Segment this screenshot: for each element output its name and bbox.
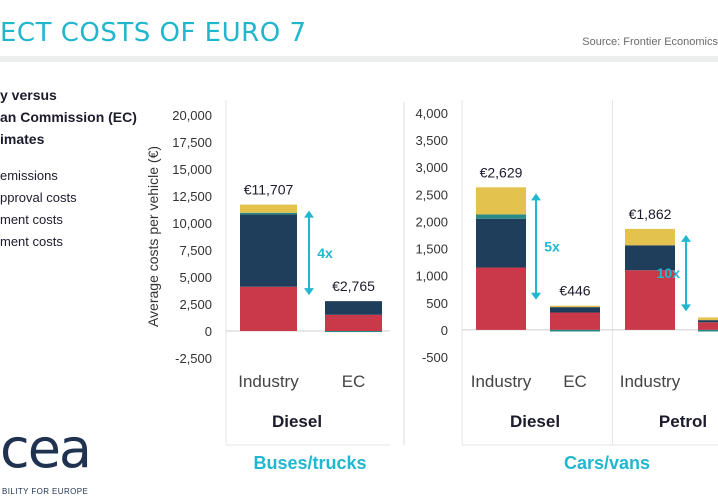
x-tick-label: EC xyxy=(563,372,587,391)
bar-segment xyxy=(240,214,297,287)
y-tick-label: 17,500 xyxy=(172,135,212,150)
bar-segment xyxy=(240,204,297,213)
y-tick-label: 10,000 xyxy=(172,216,212,231)
x-tick-label: EC xyxy=(342,372,366,391)
y-tick-label: 0 xyxy=(205,324,212,339)
legend: emissions pproval costs ment costs ment … xyxy=(0,165,77,253)
logo-text: cea xyxy=(0,417,92,480)
group-label: Diesel xyxy=(272,412,322,431)
comparison-label: 10x xyxy=(657,265,681,281)
chart-subtitle: y versus an Commission (EC) imates xyxy=(0,84,137,150)
x-tick-label: Industry xyxy=(471,372,532,391)
y-axis-label: Average costs per vehicle (€) xyxy=(145,146,161,327)
y-tick-label: 0 xyxy=(441,323,448,338)
bar-segment xyxy=(240,286,297,331)
y-tick-label: 5,000 xyxy=(179,270,212,285)
comparison-arrow-head-up xyxy=(304,210,314,218)
bar-total-label: €2,629 xyxy=(480,164,523,180)
comparison-arrow-head-down xyxy=(681,304,691,312)
comparison-label: 4x xyxy=(317,245,333,261)
bar-segment xyxy=(550,307,600,313)
y-tick-label: 3,500 xyxy=(415,133,448,148)
group-label: Diesel xyxy=(510,412,560,431)
bar-segment xyxy=(625,228,675,246)
legend-item: pproval costs xyxy=(0,190,77,205)
bar-segment xyxy=(476,218,526,268)
bar-segment-negative xyxy=(698,329,718,332)
y-tick-label: 2,500 xyxy=(415,187,448,202)
bar-total-label: €11,707 xyxy=(244,182,294,198)
comparison-arrow-head-down xyxy=(531,292,541,300)
bar-segment xyxy=(476,187,526,215)
bar-segment xyxy=(476,214,526,219)
bar-segment xyxy=(476,267,526,330)
y-tick-label: 15,000 xyxy=(172,162,212,177)
bar-segment xyxy=(625,270,675,330)
x-tick-label: Industry xyxy=(620,372,681,391)
x-tick-label: Industry xyxy=(238,372,299,391)
logo: cea xyxy=(0,417,92,480)
y-tick-label: 3,000 xyxy=(415,160,448,175)
bar-segment xyxy=(550,305,600,308)
y-tick-label: 1,500 xyxy=(415,242,448,257)
y-tick-label: 2,000 xyxy=(415,214,448,229)
comparison-arrow-head-up xyxy=(531,193,541,201)
legend-item: emissions xyxy=(0,168,58,183)
source-note: Source: Frontier Economics xyxy=(582,36,718,48)
section-label: Buses/trucks xyxy=(253,453,366,473)
bar-total-label: €2,765 xyxy=(332,278,375,294)
section-label: Cars/vans xyxy=(564,453,650,473)
subtitle-line: imates xyxy=(0,131,45,147)
bar-segment xyxy=(698,322,718,330)
bar-segment xyxy=(698,320,718,323)
logo-tagline: BILITY FOR EUROPE xyxy=(2,487,89,496)
y-tick-label: -500 xyxy=(422,350,448,365)
bar-segment xyxy=(325,314,382,331)
y-tick-label: 4,000 xyxy=(415,106,448,121)
bar-segment-negative xyxy=(550,329,600,332)
comparison-arrow-head-up xyxy=(681,234,691,242)
y-tick-label: -2,500 xyxy=(175,351,212,366)
subtitle-line: y versus xyxy=(0,87,57,103)
y-tick-label: 7,500 xyxy=(179,243,212,258)
header-divider xyxy=(0,56,718,62)
bar-segment xyxy=(550,312,600,330)
bar-segment xyxy=(698,317,718,321)
y-tick-label: 500 xyxy=(426,296,448,311)
legend-item: ment costs xyxy=(0,234,63,249)
page-title: ECT COSTS OF EURO 7 xyxy=(0,18,307,48)
y-tick-label: 2,500 xyxy=(179,297,212,312)
subtitle-line: an Commission (EC) xyxy=(0,109,137,125)
y-tick-label: 12,500 xyxy=(172,189,212,204)
y-tick-label: 20,000 xyxy=(172,108,212,123)
bar-total-label: €446 xyxy=(559,283,590,299)
bar-segment-negative xyxy=(325,331,382,333)
legend-item: ment costs xyxy=(0,212,63,227)
group-label: Petrol xyxy=(659,412,707,431)
y-tick-label: 1,000 xyxy=(415,269,448,284)
comparison-label: 5x xyxy=(544,239,560,255)
bar-total-label: €1,862 xyxy=(629,206,672,222)
bar-segment xyxy=(240,212,297,215)
bar-segment xyxy=(625,245,675,271)
comparison-arrow-head-down xyxy=(304,288,314,296)
bar-segment xyxy=(325,301,382,315)
